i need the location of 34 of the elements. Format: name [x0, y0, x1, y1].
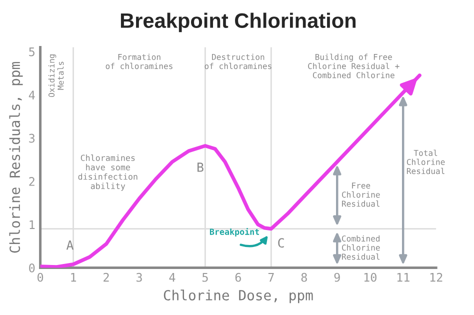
x-tick-label: 6 — [235, 272, 241, 282]
chart-title: Breakpoint Chlorination — [120, 12, 356, 32]
annotation: Breakpoint — [210, 228, 259, 237]
annotation: Chloramines have some disinfection ability — [78, 154, 138, 191]
annotation: Formation of chloramines — [106, 54, 172, 70]
x-tick-label: 7 — [268, 273, 274, 282]
y-tick-label: 3 — [29, 134, 35, 143]
y-tick-label: 5 — [29, 47, 34, 56]
x-tick-label: 0 — [38, 272, 44, 282]
x-tick-label: 3 — [136, 272, 142, 282]
x-tick-label: 5 — [202, 273, 208, 282]
annotation: A — [66, 240, 74, 250]
y-tick-label: 2 — [29, 177, 34, 186]
x-tick-label: 12 — [430, 272, 442, 282]
annotation: Destruction of chloramines — [204, 54, 272, 70]
x-tick-label: 9 — [334, 272, 340, 282]
x-tick-label: 11 — [397, 273, 410, 282]
x-tick-label: 4 — [169, 273, 176, 282]
annotation: C — [278, 238, 284, 248]
annotation: Building of Free Chlorine Residual + Combined Chlorine — [308, 54, 400, 78]
annotation: Combined Chlorine Residual — [342, 235, 380, 260]
x-tick-label: 2 — [104, 272, 109, 282]
y-axis-title: Chlorine Residuals, ppm — [9, 62, 23, 253]
y-tick-label: 4 — [28, 90, 35, 100]
y-tick-label: 0 — [29, 264, 35, 272]
annotation: Oxidizing Metals — [48, 54, 64, 97]
annotation: Free Chlorine Residual — [342, 182, 380, 207]
x-tick-label: 1 — [71, 273, 76, 282]
x-tick-label: 8 — [301, 272, 307, 282]
annotation: Total Chlorine Residual — [406, 150, 445, 174]
x-axis-title: Chlorine Dose, ppm — [164, 290, 313, 304]
y-tick-label: 1 — [30, 220, 35, 230]
annotation: B — [198, 162, 204, 172]
x-tick-label: 10 — [364, 272, 376, 282]
